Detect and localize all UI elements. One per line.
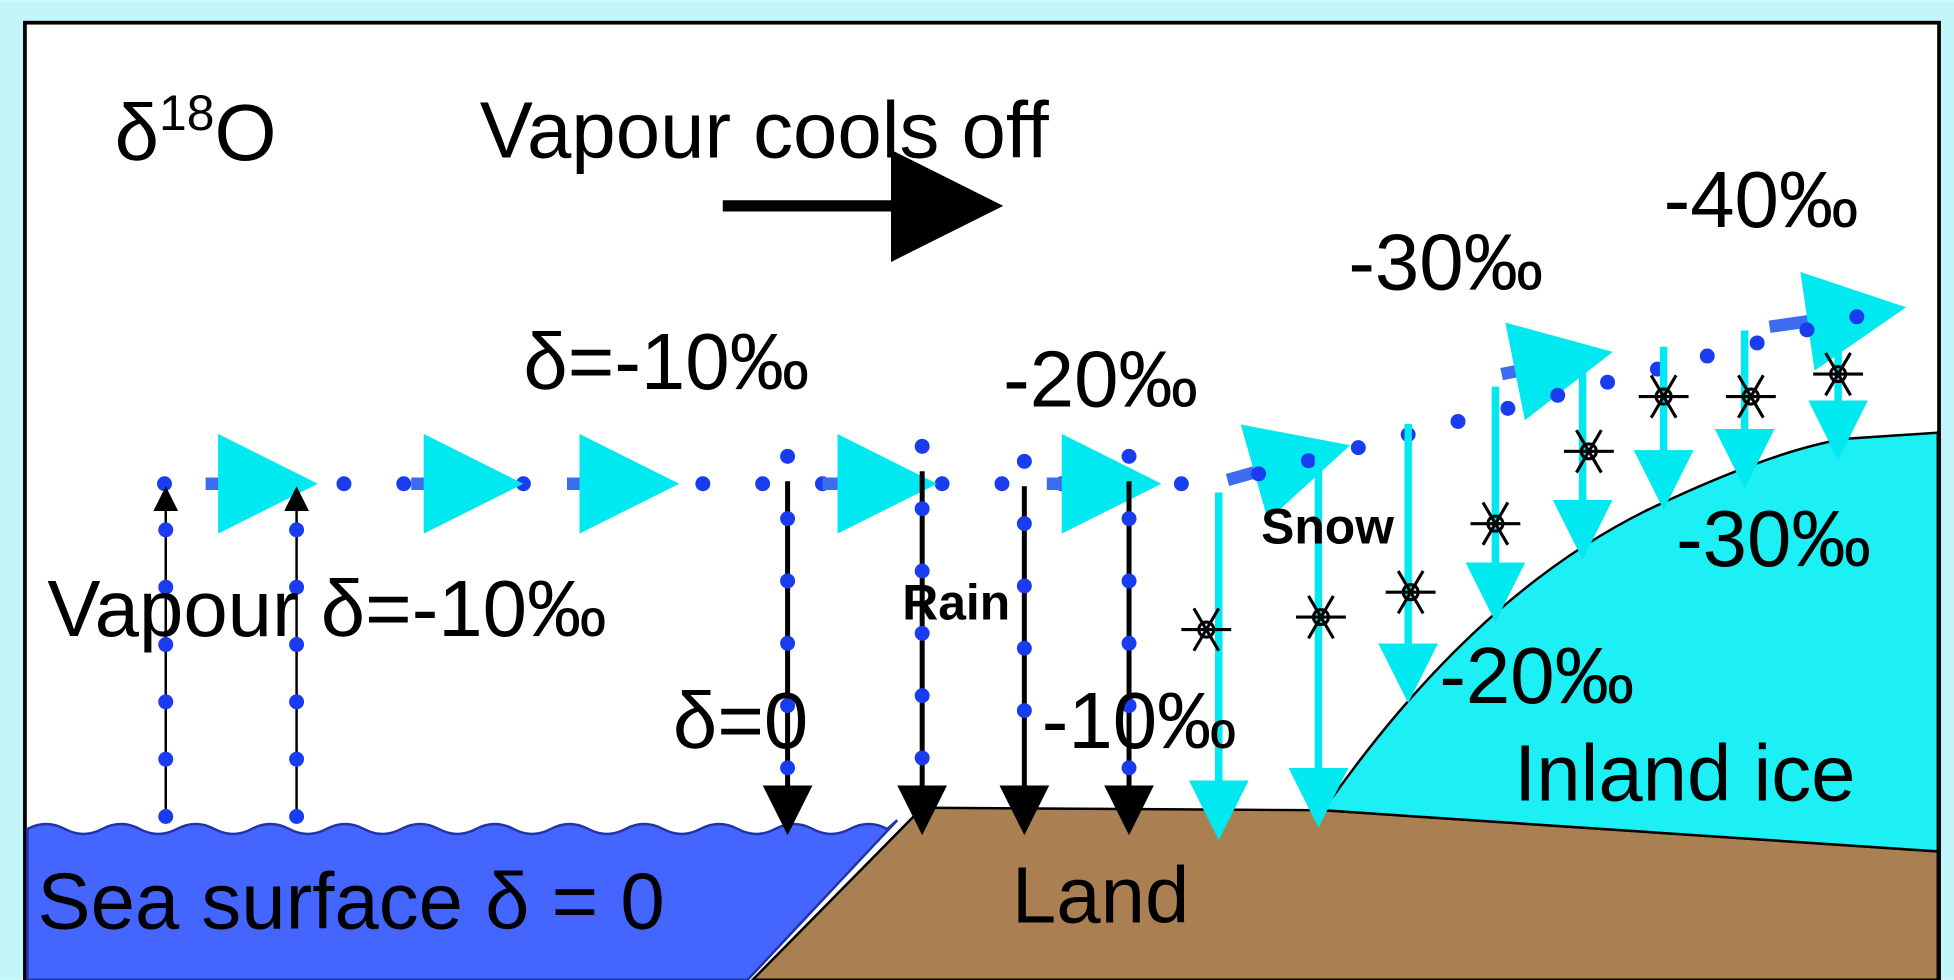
- rain-start: δ=0: [673, 676, 808, 765]
- vapour-dot: [1017, 703, 1032, 718]
- vapour-dot: [915, 439, 930, 454]
- vapour-dot: [1301, 453, 1316, 468]
- vapour-dot: [289, 522, 304, 537]
- vapour-dot: [1351, 440, 1366, 455]
- vapour-dot: [1017, 516, 1032, 531]
- vapour-dot: [158, 809, 173, 824]
- vapour-dot: [1700, 349, 1715, 364]
- vapour-dot: [277, 476, 292, 491]
- vapour-dot: [780, 636, 795, 651]
- vapour-dot: [1849, 309, 1864, 324]
- vapour-dot: [289, 752, 304, 767]
- vapour-dot: [158, 522, 173, 537]
- vapour-dot: [695, 476, 710, 491]
- vapour-dot: [1451, 414, 1466, 429]
- vapour-dot: [1174, 476, 1189, 491]
- vapour-dot: [1750, 335, 1765, 350]
- vapour-dot: [1550, 388, 1565, 403]
- vapour-dot: [336, 476, 351, 491]
- vapour-label: Vapour δ=-10‰: [47, 564, 606, 653]
- vapour-dot: [1600, 375, 1615, 390]
- vapour-dot: [636, 476, 651, 491]
- vapour-dot: [755, 476, 770, 491]
- vapour-dot: [1122, 511, 1137, 526]
- vapour-dot: [780, 449, 795, 464]
- sea-label: Sea surface δ = 0: [37, 857, 664, 946]
- vapour-value: -20‰: [1003, 335, 1198, 424]
- vapour-value: -40‰: [1664, 155, 1859, 244]
- rain-end: -10‰: [1042, 676, 1237, 765]
- vapour-dot: [289, 809, 304, 824]
- vapour-dot: [1799, 322, 1814, 337]
- heading: Vapour cools off: [480, 85, 1050, 174]
- vapour-dot: [1122, 573, 1137, 588]
- vapour-dot: [157, 476, 172, 491]
- vapour-dot: [915, 750, 930, 765]
- vapour-dot: [516, 476, 531, 491]
- vapour-dot: [1017, 454, 1032, 469]
- rain-label: Rain: [902, 575, 1010, 631]
- vapour-dot: [396, 476, 411, 491]
- vapour-dot: [935, 476, 950, 491]
- vapour-dot: [1017, 578, 1032, 593]
- vapour-dot: [158, 752, 173, 767]
- ice-label: Inland ice: [1514, 728, 1855, 817]
- vapour-dot: [1017, 641, 1032, 656]
- vapour-dot: [994, 476, 1009, 491]
- vapour-dot: [780, 511, 795, 526]
- vapour-value: -30‰: [1348, 217, 1543, 306]
- vapour-value: δ=-10‰: [523, 317, 809, 406]
- vapour-dot: [158, 694, 173, 709]
- vapour-dot: [780, 573, 795, 588]
- vapour-dot: [915, 501, 930, 516]
- vapour-dot: [1122, 449, 1137, 464]
- snow-label: Snow: [1261, 499, 1394, 555]
- vapour-dot: [1122, 636, 1137, 651]
- vapour-dot: [1500, 401, 1515, 416]
- ice-value: -20‰: [1439, 631, 1634, 720]
- vapour-dot: [1251, 466, 1266, 481]
- ice-value: -30‰: [1676, 494, 1871, 583]
- vapour-dot: [915, 688, 930, 703]
- diagram: δ18O Vapour cools off δ=-10‰ -20‰ -30‰ -…: [0, 0, 1954, 980]
- land-label: Land: [1012, 850, 1189, 939]
- vapour-dot: [289, 694, 304, 709]
